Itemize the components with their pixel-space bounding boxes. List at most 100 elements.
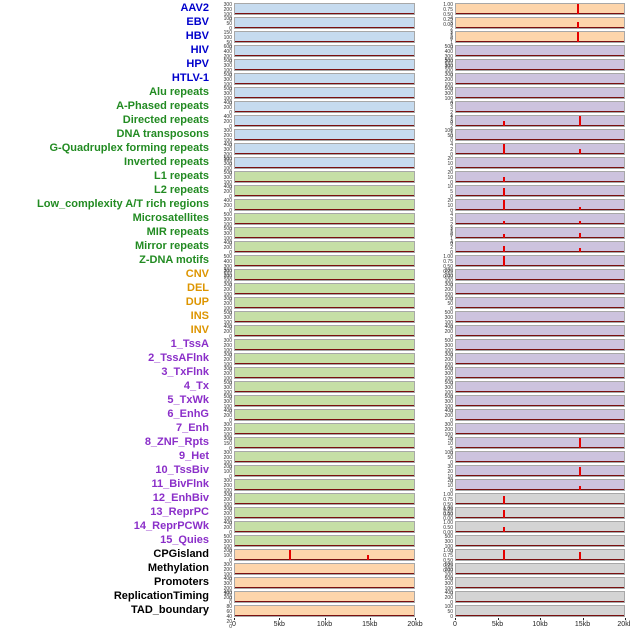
- y-tick-label: 100: [223, 138, 232, 144]
- right-panel: [455, 87, 625, 99]
- signal-baseline: [456, 279, 624, 280]
- signal-spike: [503, 221, 506, 224]
- x-tick-label: 5kb: [273, 621, 285, 628]
- y-tick-label: 5: [450, 189, 453, 195]
- y-tick-label: 0: [229, 59, 232, 65]
- y-tick-label: 100: [444, 404, 453, 410]
- track-row: L1 repeats 500 300 100 0 20 10 0: [0, 170, 630, 191]
- track-row: 3_TxFlnk 300 200 100 0 500 300 100 0: [0, 366, 630, 387]
- row-label: DEL: [187, 282, 209, 294]
- right-y-axis: 20 10 0: [435, 156, 455, 172]
- x-tick-mark: [582, 618, 584, 620]
- y-tick-label: 0: [229, 26, 232, 32]
- y-tick-label: 200: [223, 371, 232, 377]
- y-tick-label: 50: [447, 455, 453, 461]
- y-tick-label: 200: [223, 203, 232, 209]
- row-label: Microsatellites: [132, 212, 209, 224]
- y-tick-label: 1.00: [443, 254, 453, 260]
- left-panel: [234, 199, 415, 211]
- y-tick-label: 300: [223, 91, 232, 97]
- signal-spike: [503, 234, 506, 238]
- row-label: CPGisland: [153, 548, 209, 560]
- row-label: INV: [190, 324, 209, 336]
- right-y-axis: 20 10 0: [435, 478, 455, 494]
- y-tick-label: 0: [450, 614, 453, 620]
- y-tick-label: 0.00: [443, 274, 453, 280]
- left-y-axis: 150 100 50 0: [212, 30, 234, 51]
- signal-baseline: [235, 615, 414, 616]
- row-label: Inverted repeats: [124, 156, 209, 168]
- left-y-axis: 300 200 100 0: [212, 282, 234, 303]
- y-tick-label: 2: [450, 245, 453, 251]
- signal-baseline: [235, 167, 414, 168]
- right-panel: [455, 101, 625, 113]
- right-panel: [455, 31, 625, 43]
- panel-gap: [415, 240, 435, 254]
- y-tick-label: 500: [444, 380, 453, 386]
- y-tick-label: 400: [444, 590, 453, 596]
- y-tick-label: 0: [229, 143, 232, 149]
- signal-spike: [576, 32, 579, 42]
- left-y-axis: 500 300 100 0: [212, 310, 234, 331]
- y-tick-label: 4: [450, 142, 453, 148]
- signal-baseline: [456, 475, 624, 476]
- left-panel: [234, 381, 415, 393]
- signal-baseline: [456, 321, 624, 322]
- y-tick-label: 100: [444, 296, 453, 302]
- y-tick-label: 400: [223, 408, 232, 414]
- left-panel: [234, 115, 415, 127]
- right-y-axis: 300 200 100 0: [435, 268, 455, 289]
- y-tick-label: 100: [223, 516, 232, 522]
- panel-gap: [415, 590, 435, 604]
- right-y-axis: 1.00 0.75 0.50 0.25 0.00: [435, 2, 455, 28]
- y-tick-label: 100: [223, 82, 232, 88]
- left-panel: [234, 129, 415, 141]
- y-tick-label: 100: [223, 390, 232, 396]
- y-tick-label: 20: [447, 156, 453, 162]
- signal-baseline: [235, 489, 414, 490]
- y-tick-label: 0: [450, 334, 453, 340]
- y-tick-label: 0: [450, 460, 453, 466]
- panel-gap: [415, 128, 435, 142]
- y-tick-label: 300: [223, 422, 232, 428]
- y-tick-label: 2: [450, 222, 453, 228]
- signal-baseline: [235, 209, 414, 210]
- y-tick-label: 100: [444, 348, 453, 354]
- left-panel: [234, 535, 415, 547]
- y-tick-label: 300: [444, 343, 453, 349]
- y-tick-label: 100: [223, 591, 232, 597]
- y-tick-label: 0: [229, 334, 232, 340]
- signal-baseline: [456, 461, 624, 462]
- left-panel: [234, 395, 415, 407]
- left-panel: [234, 549, 415, 561]
- signal-spike: [503, 495, 506, 504]
- y-tick-label: 50: [447, 609, 453, 615]
- right-panel: [455, 395, 625, 407]
- row-label: 12_EnhBiv: [152, 492, 209, 504]
- y-tick-label: 0: [450, 418, 453, 424]
- right-y-axis: 10 5 0: [435, 184, 455, 200]
- y-tick-label: 0.25: [443, 507, 453, 513]
- left-y-axis: 80 60 40 20 0: [212, 604, 234, 630]
- y-tick-label: 0: [450, 451, 453, 457]
- right-y-axis: 500 300 100 0: [435, 380, 455, 401]
- y-tick-label: 0: [229, 194, 232, 200]
- y-tick-label: 0.75: [443, 7, 453, 13]
- left-y-axis: 500 300 100 0: [212, 72, 234, 93]
- y-tick-label: 10: [447, 175, 453, 181]
- right-y-axis: 1.00 0.75 0.50 0.25 0.00: [435, 548, 455, 574]
- y-tick-label: 0: [229, 474, 232, 480]
- left-panel: [234, 31, 415, 43]
- y-tick-label: 0: [229, 395, 232, 401]
- y-tick-label: 0: [450, 87, 453, 93]
- right-y-axis: 300 200 100 0: [435, 72, 455, 93]
- x-tick-label: 20kb: [617, 621, 630, 628]
- y-tick-label: 400: [223, 142, 232, 148]
- y-tick-label: 300: [223, 231, 232, 237]
- y-tick-label: 0: [229, 624, 232, 630]
- left-y-axis: 500 300 100 0: [212, 170, 234, 191]
- y-tick-label: 200: [223, 301, 232, 307]
- row-label: Low_complexity A/T rich regions: [37, 198, 209, 210]
